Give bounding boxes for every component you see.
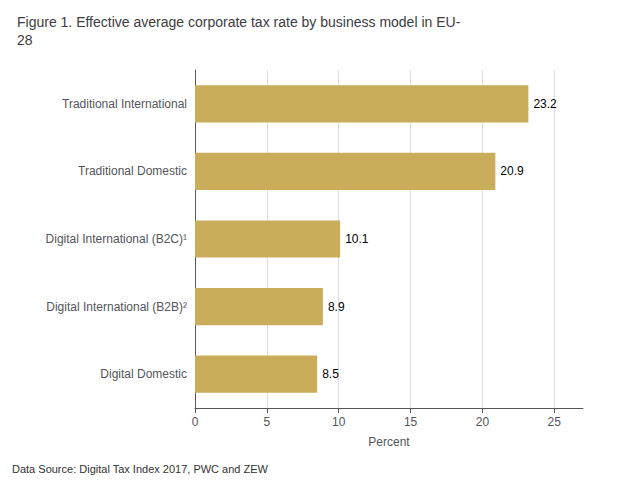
- svg-text:Traditional International: Traditional International: [62, 97, 187, 111]
- svg-text:8.9: 8.9: [328, 300, 345, 314]
- svg-text:Digital International (B2B)²: Digital International (B2B)²: [46, 300, 187, 314]
- svg-text:Percent: Percent: [368, 435, 410, 449]
- svg-text:Digital Domestic: Digital Domestic: [100, 367, 187, 381]
- svg-text:Digital International (B2C)¹: Digital International (B2C)¹: [46, 232, 187, 246]
- svg-text:20.9: 20.9: [500, 164, 524, 178]
- svg-text:15: 15: [404, 415, 418, 429]
- svg-text:Data Source: Digital Tax Index: Data Source: Digital Tax Index 2017, PWC…: [12, 463, 269, 475]
- svg-text:Figure 1. Effective average co: Figure 1. Effective average corporate ta…: [17, 14, 461, 30]
- svg-text:10: 10: [332, 415, 346, 429]
- svg-text:Traditional Domestic: Traditional Domestic: [78, 164, 187, 178]
- svg-text:28: 28: [17, 32, 33, 48]
- svg-text:20: 20: [476, 415, 490, 429]
- svg-text:0: 0: [192, 415, 199, 429]
- svg-text:8.5: 8.5: [322, 367, 339, 381]
- svg-text:23.2: 23.2: [533, 97, 557, 111]
- svg-text:5: 5: [264, 415, 271, 429]
- svg-text:10.1: 10.1: [345, 232, 369, 246]
- svg-text:25: 25: [548, 415, 562, 429]
